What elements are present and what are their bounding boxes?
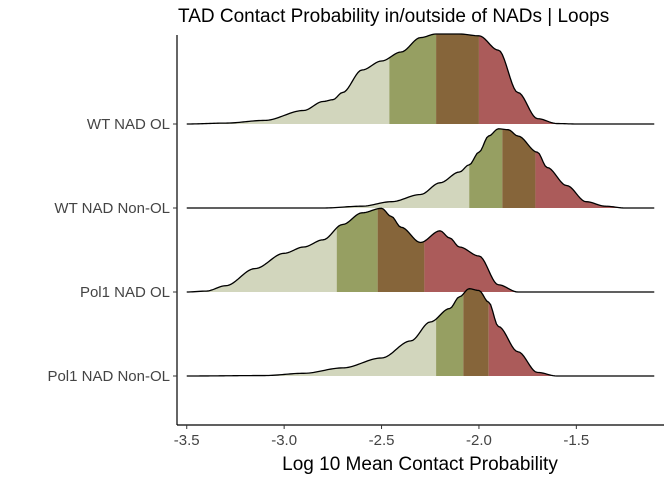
quantile-band-3 [436, 34, 479, 124]
ridge-wt-nad-ol [186, 33, 655, 125]
x-tick-label: -2.5 [369, 432, 395, 449]
quantile-band-4 [478, 35, 655, 124]
density-outline [186, 207, 655, 293]
quantile-band-2 [336, 208, 378, 292]
ridge-pol1-nad-ol [186, 207, 655, 293]
x-tick-label: -3.0 [271, 432, 297, 449]
quantile-band-3 [502, 129, 536, 208]
quantile-band-1 [186, 319, 437, 376]
quantile-band-1 [186, 164, 470, 208]
quantile-band-3 [463, 288, 489, 376]
quantile-band-4 [488, 302, 655, 376]
x-axis-ticks: -3.5 -3.0 -2.5 -2.0 -1.5 [174, 425, 589, 449]
quantile-band-3 [377, 208, 425, 292]
y-tick-label: Pol1 NAD OL [80, 284, 170, 301]
quantile-band-4 [535, 151, 655, 208]
density-outline [186, 128, 655, 209]
density-outline [186, 33, 655, 125]
y-axis-ticks: WT NAD OL WT NAD Non-OL Pol1 NAD OL Pol1 NA… [47, 116, 177, 385]
chart-title: TAD Contact Probability in/outside of NA… [178, 6, 609, 27]
ridge-pol1-nad-non-ol [186, 288, 655, 377]
ridge-wt-nad-non-ol [186, 128, 655, 209]
quantile-band-4 [424, 230, 655, 292]
x-tick-label: -2.0 [466, 432, 492, 449]
x-axis-label: Log 10 Mean Contact Probability [282, 454, 558, 475]
quantile-band-1 [186, 227, 337, 292]
ridges [186, 33, 655, 377]
quantile-band-1 [186, 57, 390, 124]
y-tick-label: WT NAD OL [87, 116, 170, 133]
y-tick-label: WT NAD Non-OL [54, 200, 170, 217]
x-tick-label: -1.5 [563, 432, 589, 449]
x-tick-label: -3.5 [174, 432, 200, 449]
quantile-band-2 [436, 293, 464, 376]
quantile-band-2 [389, 34, 437, 124]
density-outline [186, 288, 655, 377]
quantile-band-2 [469, 128, 503, 208]
y-tick-label: Pol1 NAD Non-OL [47, 368, 170, 385]
